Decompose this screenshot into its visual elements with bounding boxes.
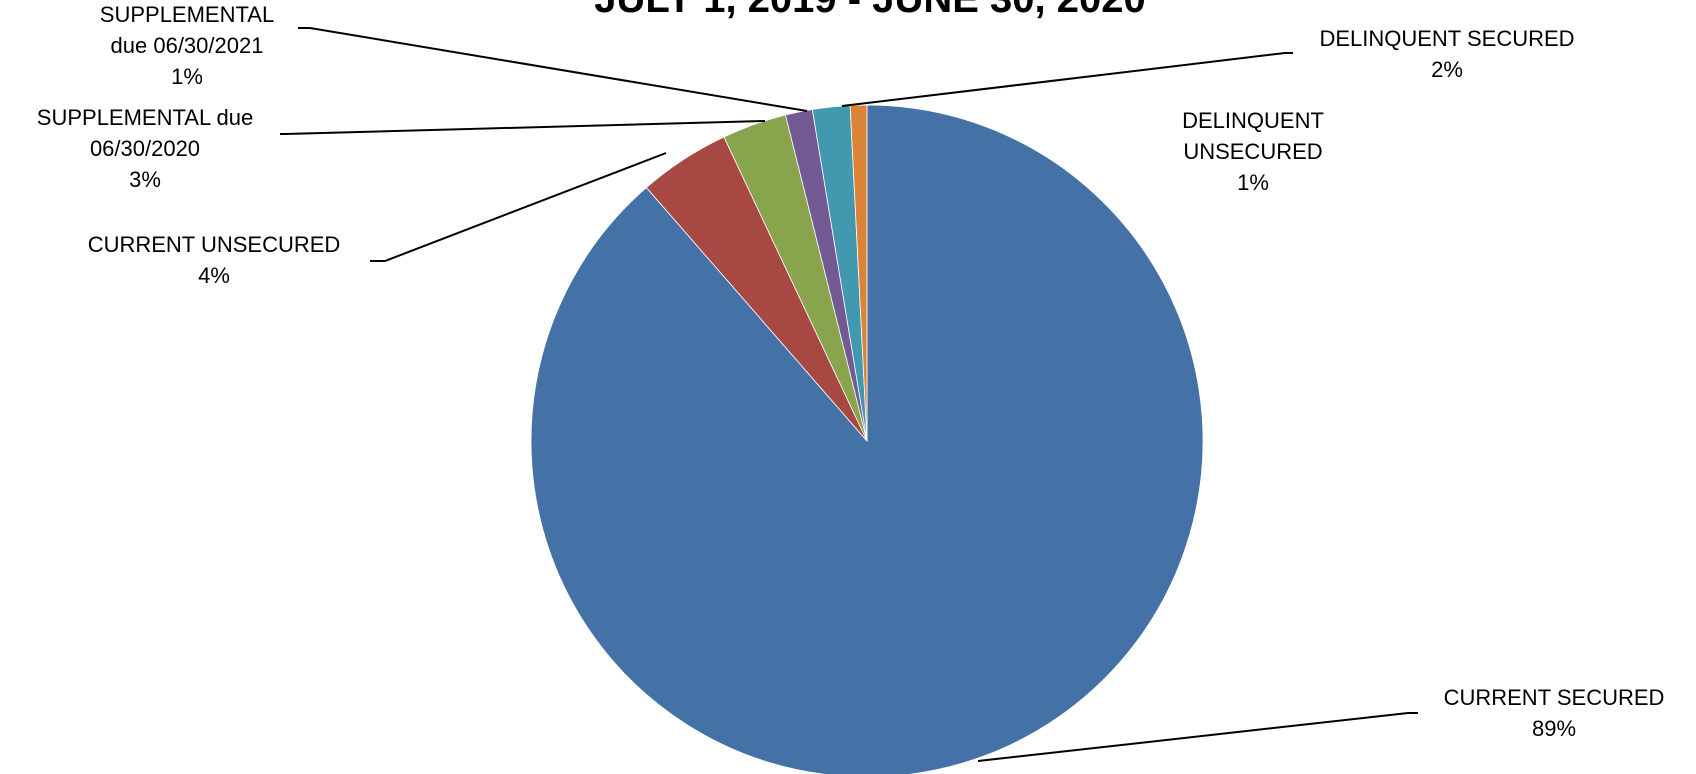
slice-label-current-secured: CURRENT SECURED 89% <box>1444 685 1665 741</box>
leader-line-current-secured <box>977 712 1418 762</box>
leader-line-supplemental-due-06-30-2021 <box>298 27 808 112</box>
pie-slices <box>530 104 1204 774</box>
slice-label-supplemental-due-06-30-2020: SUPPLEMENTAL due 06/30/2020 3% <box>37 105 253 192</box>
slice-labels: CURRENT SECURED 89% CURRENT UNSECURED 4% SUP… <box>37 2 1665 741</box>
slice-label-delinquent-unsecured: DELINQUENT UNSECURED 1% <box>1182 108 1324 195</box>
leader-line-current-unsecured <box>370 152 667 262</box>
leader-line-supplemental-due-06-30-2020 <box>280 120 766 135</box>
leader-line-delinquent-secured <box>841 52 1293 107</box>
slice-label-delinquent-secured: DELINQUENT SECURED 2% <box>1319 26 1574 82</box>
leader-lines <box>280 27 1418 762</box>
slice-label-supplemental-due-06-30-2021: SUPPLEMENTAL due 06/30/2021 1% <box>100 2 274 89</box>
pie-slice-current-secured <box>530 104 1204 774</box>
slice-label-current-unsecured: CURRENT UNSECURED 4% <box>88 232 341 288</box>
chart-title: JULY 1, 2019 - JUNE 30, 2020 <box>594 0 1145 21</box>
